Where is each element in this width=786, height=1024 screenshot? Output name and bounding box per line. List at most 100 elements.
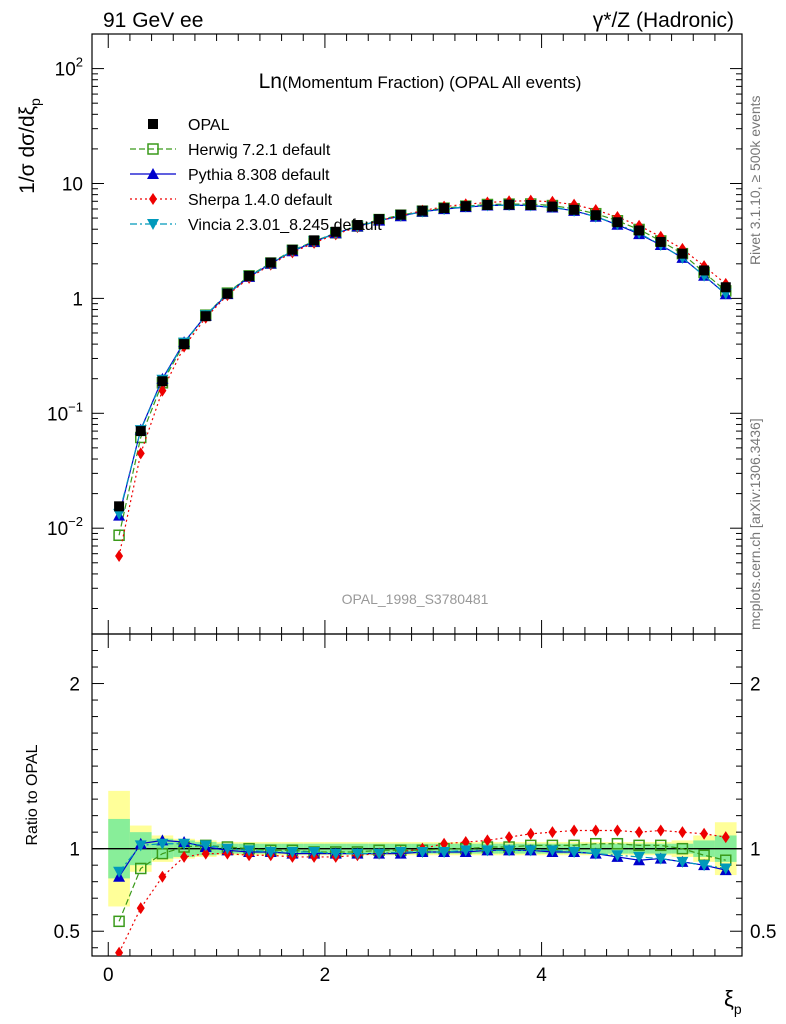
legend-label: OPAL [188, 117, 230, 134]
header-left: 91 GeV ee [103, 9, 203, 32]
series-2-point [158, 384, 167, 397]
data-point [417, 205, 428, 216]
series-0-line [118, 203, 727, 536]
legend-item: Sherpa 1.4.0 default [130, 192, 333, 209]
main-x-axis-ticks [107, 34, 716, 634]
series-2-ratio-point [180, 850, 189, 863]
x-axis-label-main: ξ [724, 986, 734, 1011]
x-axis-label-sub: p [734, 1001, 742, 1017]
series-2-ratio-point [678, 826, 687, 839]
ratio-tick-labels: 0 2 4 0.5 0.5 1 1 2 2 [54, 675, 777, 986]
series-0-ratio-point [655, 839, 667, 852]
y-tick-label: 10−2 [47, 514, 83, 540]
series-0-ratio-point [135, 862, 147, 875]
data-point [504, 199, 515, 210]
data-point [439, 203, 450, 214]
data-point [114, 501, 125, 512]
data-point [720, 282, 731, 293]
ratio-plot-frame [91, 633, 743, 957]
y-tick-label-base: 10 [47, 519, 68, 540]
series-3-ratio-point [264, 846, 277, 858]
legend-marker [148, 119, 158, 129]
series-2-ratio-point [201, 847, 210, 860]
series-2-ratio-point [136, 902, 145, 915]
series-2-line [118, 200, 727, 557]
series-2-ratio-point [526, 827, 535, 840]
data-point [179, 339, 190, 350]
series-3-ratio-point [438, 846, 451, 858]
series-3-ratio-point [589, 848, 602, 860]
series-3-ratio-point [178, 838, 191, 850]
series-3-ratio-point [546, 845, 559, 857]
series-2-point [136, 447, 145, 460]
y-tick-label-exp: −1 [68, 399, 83, 414]
rivet-label: Rivet 3.1.10, ≥ 500k events [747, 95, 763, 265]
series-0-ratio-point [633, 839, 645, 852]
series-0-ratio-point [611, 837, 624, 850]
x-tick-label: 4 [536, 965, 547, 986]
series-2-ratio-point [483, 834, 492, 847]
series-2-ratio-point [440, 837, 449, 850]
legend-marker [147, 143, 159, 155]
data-point [590, 210, 601, 221]
series-2-point [115, 549, 124, 562]
data-point [460, 201, 471, 212]
data-point [612, 217, 623, 228]
y-tick-label-base: 10 [55, 60, 76, 81]
data-point [634, 225, 645, 236]
ratio-tick-label-left: 1 [69, 840, 80, 861]
series-3-ratio-point [611, 850, 624, 862]
series-2-ratio-point [158, 870, 167, 883]
x-tick-label: 0 [103, 965, 114, 986]
data-point [569, 204, 580, 215]
data-point [525, 199, 536, 210]
series-2-ratio-point [548, 826, 557, 839]
legend-marker [147, 219, 159, 230]
y-tick-label-exp: 2 [76, 55, 83, 70]
legend-marker [147, 168, 159, 179]
series-2-ratio-point [721, 831, 730, 844]
ratio-plot-panel: 0 2 4 0.5 0.5 1 1 2 2 Ratio to OPAL ξp [24, 633, 777, 1017]
plot-title: Ln(Momentum Fraction) (OPAL All events) [259, 70, 582, 93]
legend-item: OPAL [148, 117, 230, 134]
series-2-ratio-point [461, 836, 470, 849]
data-point [287, 244, 298, 255]
series-3-ratio-point [329, 848, 342, 860]
legend-item: Pythia 8.308 default [130, 167, 330, 184]
legend-item: Vincia 2.3.01_8.245 default [130, 217, 382, 234]
ratio-y-axis-ticks [92, 650, 742, 949]
series-2-ratio-point [700, 827, 709, 840]
series-3-ratio-point [676, 856, 689, 868]
ratio-tick-label-left: 2 [69, 675, 80, 696]
series-3-ratio-point [394, 846, 407, 858]
x-tick-label: 2 [320, 965, 331, 986]
legend-label: Pythia 8.308 default [188, 167, 330, 184]
data-point [374, 214, 385, 225]
series-3-ratio-point [503, 845, 516, 857]
data-point [265, 257, 276, 268]
series-3-ratio-point [243, 845, 256, 857]
data-point [699, 265, 710, 276]
legend-label: Sherpa 1.4.0 default [188, 192, 333, 209]
header-right: γ*/Z (Hadronic) [593, 9, 734, 32]
series-3-ratio-point [221, 843, 234, 855]
series-2-ratio-point [656, 824, 665, 837]
series-3-ratio-point [286, 846, 299, 858]
data-point [395, 209, 406, 220]
legend-label: Vincia 2.3.01_8.245 default [188, 217, 382, 234]
series-3-ratio-point [719, 863, 732, 875]
watermark: OPAL_1998_S3780481 [342, 591, 489, 607]
ratio-x-axis-ticks [107, 634, 716, 956]
series-2-ratio-point [570, 824, 579, 837]
y-tick-label-exp: −2 [68, 514, 83, 529]
legend: OPAL Herwig 7.2.1 default Pythia 8.308 def… [130, 117, 382, 234]
series-3-ratio-point [568, 846, 581, 858]
series-3-ratio-point [654, 853, 667, 865]
series-3-ratio-point [373, 848, 386, 860]
ratio-tick-label-right: 2 [750, 675, 761, 696]
series-1-line [118, 204, 727, 516]
plot-title-big: Ln [259, 70, 282, 93]
data-point [330, 226, 341, 237]
